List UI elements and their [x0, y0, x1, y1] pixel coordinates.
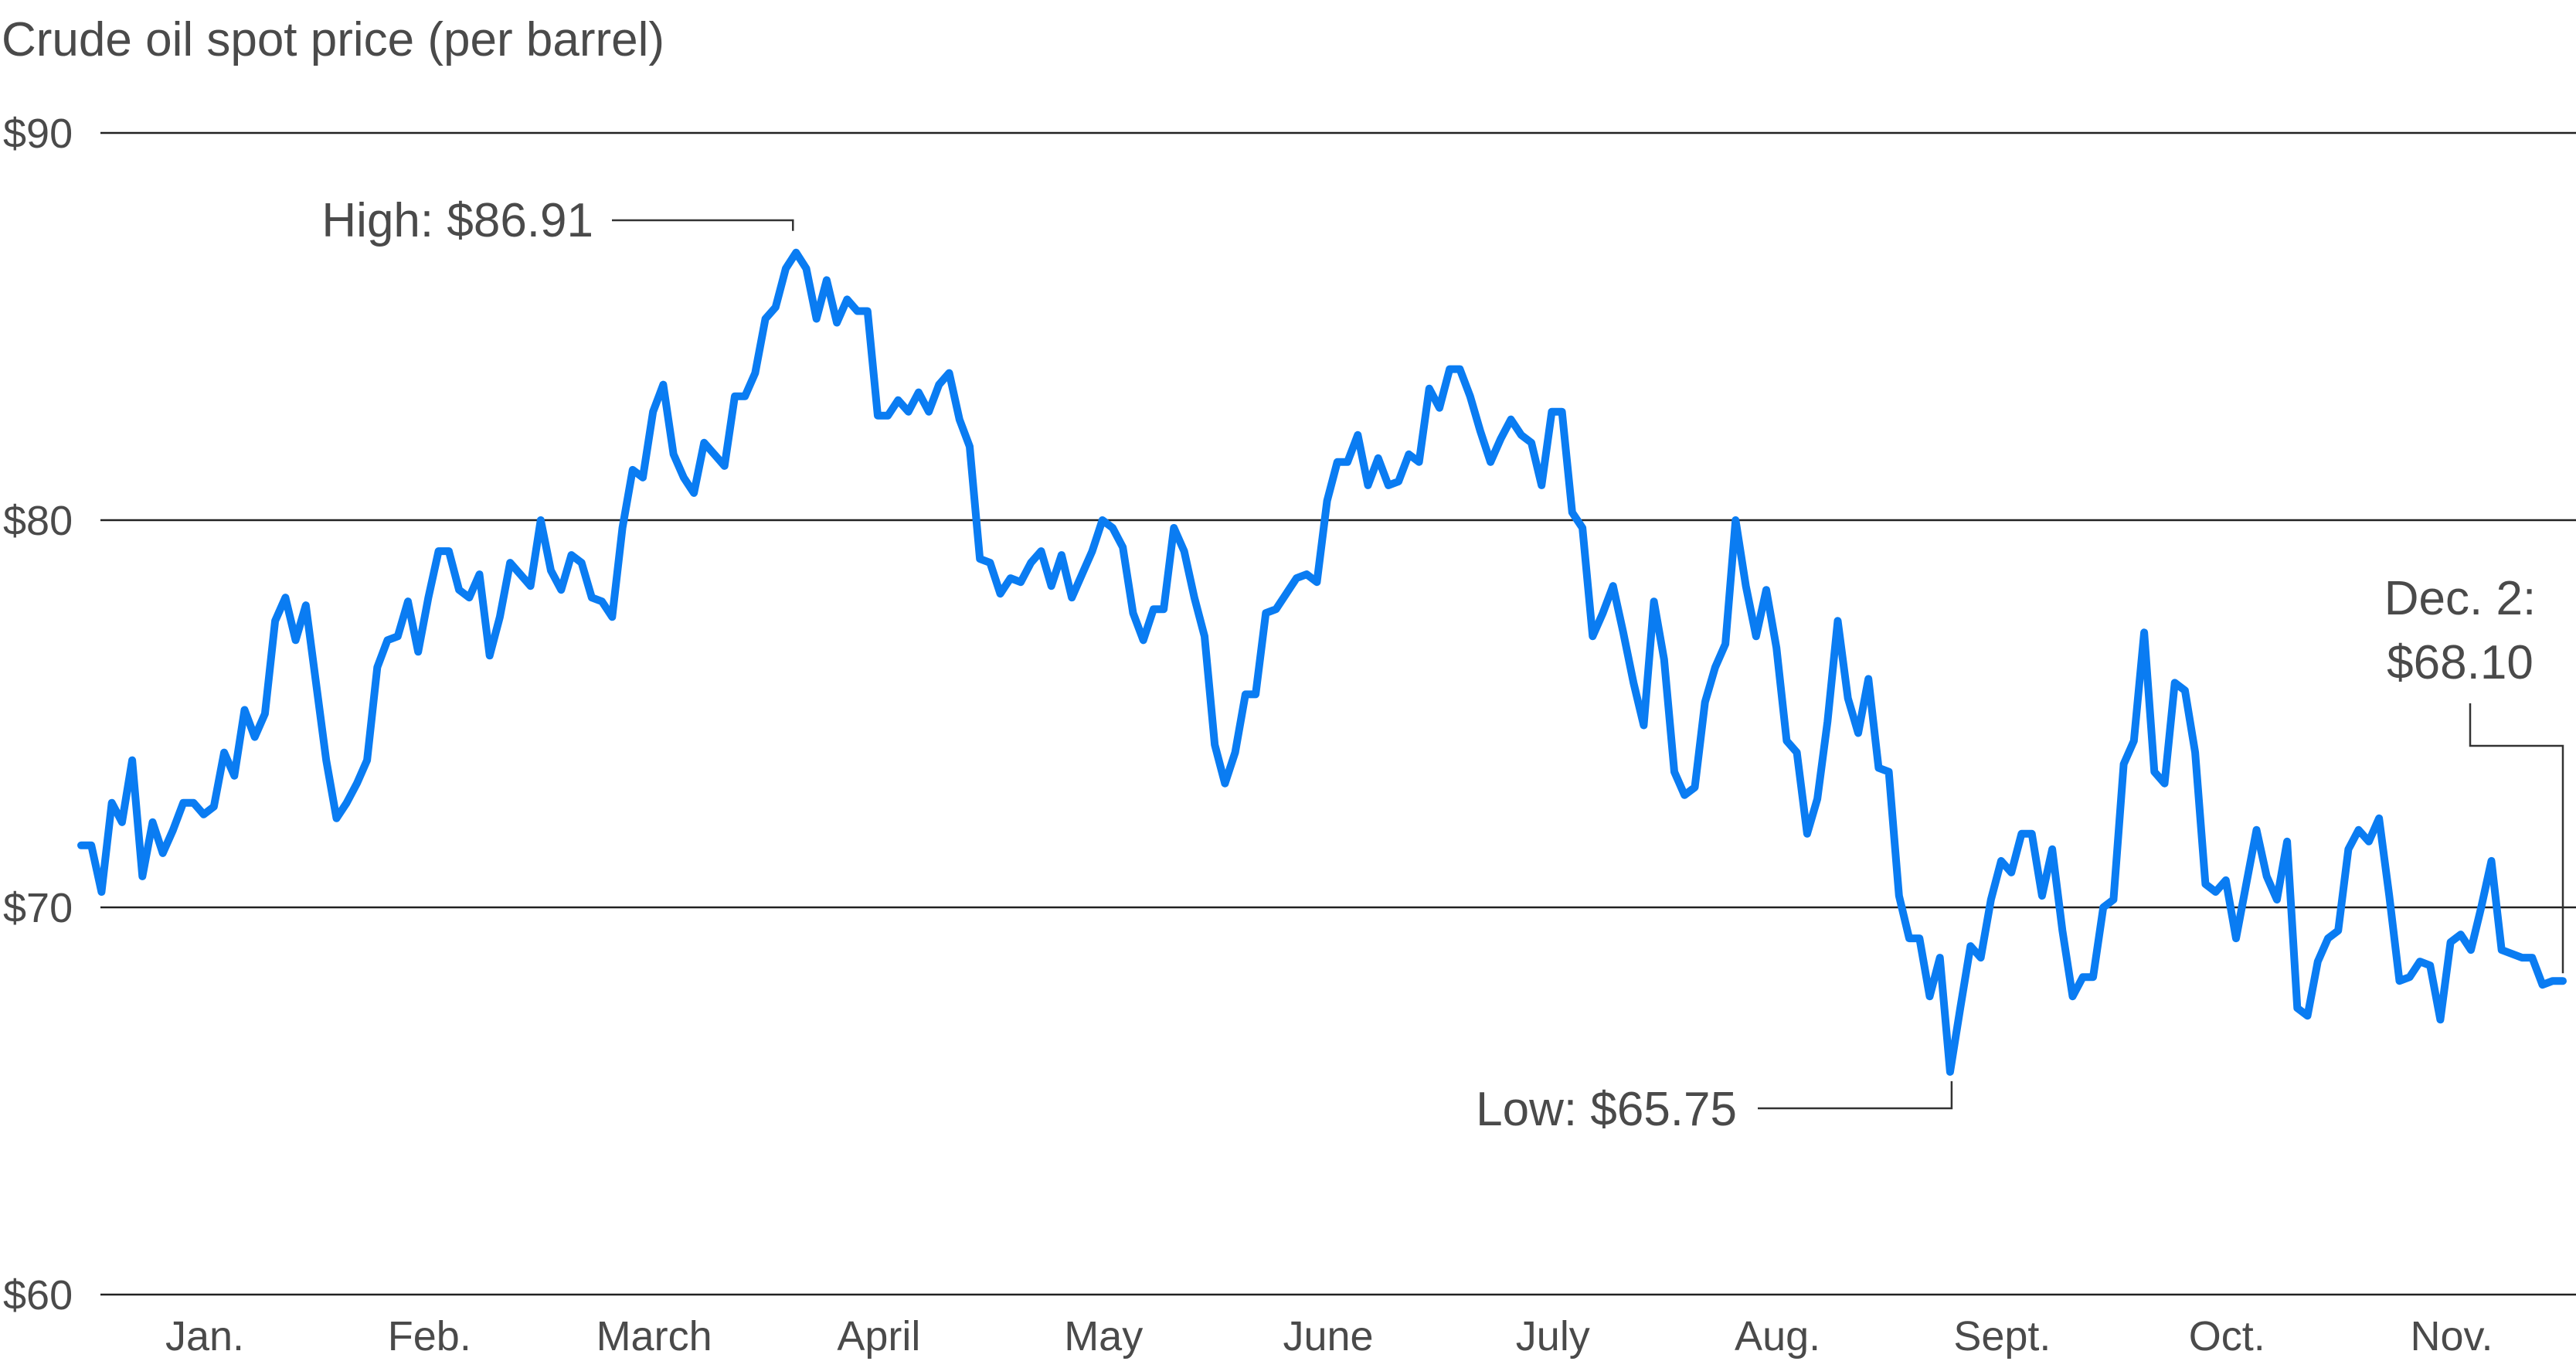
y-tick-label-60: $60 — [3, 1272, 73, 1319]
x-tick-label-sept: Sept. — [1953, 1313, 2051, 1359]
end-leader-line — [2469, 703, 2564, 974]
end-annotation-price: $68.10 — [2387, 636, 2534, 689]
x-tick-label-march: March — [596, 1313, 712, 1359]
x-tick-label-april: April — [837, 1313, 920, 1359]
y-tick-label-70: $70 — [3, 885, 73, 931]
x-axis-month-labels: Jan. Feb. March April May June July Aug. Sept. Oc… — [165, 1313, 2493, 1359]
high-leader-line — [612, 219, 794, 231]
x-tick-label-july: July — [1516, 1313, 1590, 1359]
annotations: High: $86.91 Low: $65.75 Dec. 2: $68.10 — [321, 194, 2564, 1136]
x-tick-label-june: June — [1283, 1313, 1373, 1359]
end-annotation-date: Dec. 2: — [2384, 572, 2536, 625]
x-tick-label-nov: Nov. — [2410, 1313, 2493, 1359]
x-tick-label-feb: Feb. — [388, 1313, 471, 1359]
x-tick-label-jan: Jan. — [165, 1313, 244, 1359]
low-leader-line — [1758, 1080, 1953, 1110]
low-annotation: Low: $65.75 — [1476, 1083, 1737, 1136]
x-tick-label-may: May — [1064, 1313, 1143, 1359]
series-line — [77, 248, 2567, 1076]
y-tick-label-80: $80 — [3, 498, 73, 544]
high-annotation: High: $86.91 — [321, 194, 593, 247]
x-tick-label-oct: Oct. — [2189, 1313, 2265, 1359]
x-tick-label-aug: Aug. — [1735, 1313, 1820, 1359]
gridlines — [100, 131, 2576, 1296]
y-tick-label-90: $90 — [3, 111, 73, 157]
price-series — [77, 248, 2567, 1076]
y-axis-ticks: $60 $70 $80 $90 — [3, 111, 73, 1319]
chart-title: Crude oil spot price (per barrel) — [2, 13, 664, 66]
